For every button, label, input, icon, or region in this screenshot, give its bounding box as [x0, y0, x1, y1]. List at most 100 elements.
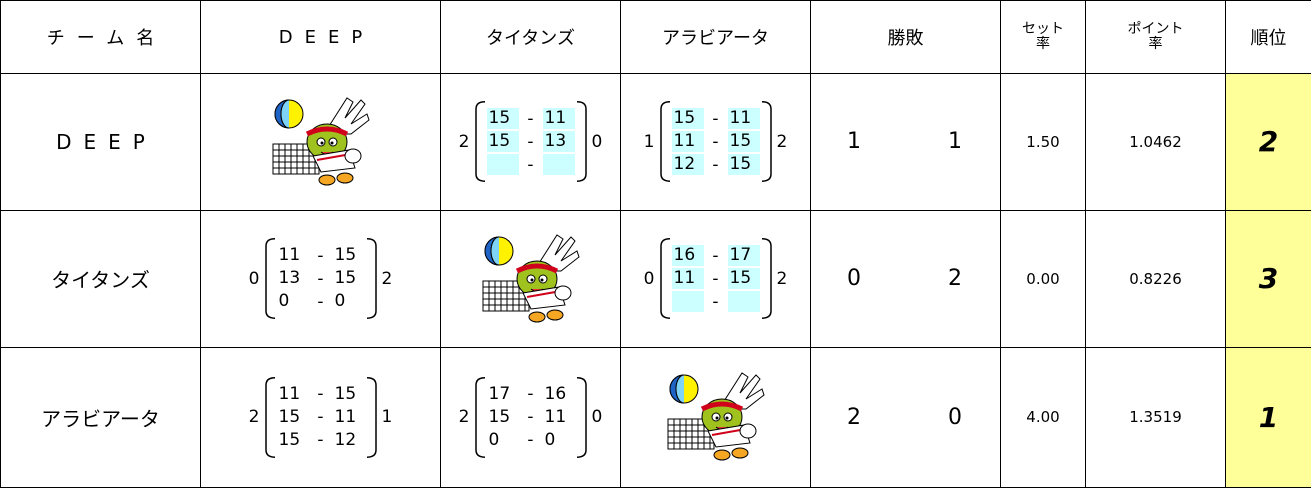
bracket: [265, 238, 275, 319]
bracket-line: [762, 102, 771, 181]
score: 16: [671, 245, 704, 267]
dash: -: [712, 245, 719, 266]
set-line: 11-15: [671, 130, 760, 153]
score: 15: [671, 108, 704, 130]
score: 11: [727, 108, 760, 130]
score: 11: [334, 406, 357, 427]
point-rate: 1.3519: [1129, 408, 1182, 427]
sets-lost: 2: [776, 268, 788, 289]
header-cell: チーム名: [0, 0, 201, 74]
set-line: 15-13: [486, 130, 575, 153]
header-cell: タイタンズ: [440, 0, 621, 74]
bracket-line: [367, 239, 376, 318]
point-rate: 0.8226: [1129, 269, 1182, 288]
point-rate-cell: 1.0462: [1085, 73, 1226, 211]
score: [671, 291, 704, 313]
score: 11: [278, 245, 301, 266]
set-line: 15-11: [671, 107, 760, 130]
dash: -: [317, 245, 324, 266]
dash: -: [527, 154, 534, 175]
score: 15: [278, 406, 301, 427]
dash: -: [712, 131, 719, 152]
match-cell: [200, 73, 441, 211]
match-cell: 2 11-15 15-11 15-12 1: [200, 346, 441, 488]
rank: 2: [1258, 125, 1279, 159]
match-cell: 0 11-15 13-15 0-0 2: [200, 209, 441, 348]
bracket-line: [266, 239, 275, 318]
set-line: 16-17: [671, 244, 760, 267]
rank: 3: [1258, 262, 1279, 296]
set-line: 0-0: [487, 429, 575, 452]
set-scores: 15-11 15-13-: [475, 101, 587, 182]
rank-cell: 3: [1225, 209, 1311, 348]
score: 0: [488, 429, 500, 450]
score: 17: [727, 245, 760, 267]
set-line: 17-16: [487, 383, 575, 406]
bracket: [660, 238, 670, 319]
team-cell: DEEP: [0, 73, 201, 211]
score: 0: [334, 291, 346, 312]
match-result: 2 15-11 15-13-0: [441, 101, 620, 182]
bracket: [367, 377, 377, 458]
team-cell: アラビアータ: [0, 346, 201, 488]
bracket: [367, 238, 377, 319]
set-line: 11-15: [671, 267, 760, 290]
score: 16: [544, 383, 567, 404]
dash: -: [712, 154, 719, 175]
dash: -: [527, 384, 534, 405]
header-text: 勝敗: [887, 28, 924, 49]
header-row: チーム名 DEEP タイタンズ アラビアータ 勝敗 セット率ポイント率順位: [0, 0, 1311, 74]
wins: 1: [847, 129, 861, 155]
match-result: 1 15-11 11-15 12-15 2: [621, 101, 810, 182]
sets-lost: 0: [591, 131, 603, 152]
score: 17: [488, 383, 511, 404]
match-result: 0 11-15 13-15 0-0 2: [201, 238, 440, 319]
team-name: タイタンズ: [51, 268, 150, 293]
bracket: [762, 101, 772, 182]
rank-cell: 2: [1225, 73, 1311, 211]
sets-won: 2: [458, 131, 470, 152]
header-text: アラビアータ: [662, 28, 769, 49]
header-cell: DEEP: [200, 0, 441, 74]
score: 15: [486, 108, 519, 130]
match-cell: [620, 346, 811, 488]
dash: -: [317, 268, 324, 289]
table-body: DEEP 2 15-11 15-13-0 1 15-11 11-15 12-15 2 1 1 1.50…: [0, 73, 1311, 488]
sets-won: 0: [248, 268, 260, 289]
score: 15: [334, 383, 357, 404]
point-rate-cell: 0.8226: [1085, 209, 1226, 348]
set-line: 13-15: [277, 267, 365, 290]
dash: -: [527, 108, 534, 129]
rank: 1: [1258, 400, 1279, 434]
mascot-image: [483, 235, 579, 322]
sets-won: 0: [643, 268, 655, 289]
dash: -: [317, 407, 324, 428]
set-line: 15-11: [277, 406, 365, 429]
dash: -: [317, 430, 324, 451]
bracket: [265, 377, 275, 458]
match-cell: [440, 209, 621, 348]
score: 0: [544, 429, 556, 450]
header-text: 率: [1036, 36, 1050, 52]
set-line: -: [671, 290, 760, 313]
set-scores: 11-15 15-11 15-12: [265, 377, 377, 458]
bracket-line: [367, 378, 376, 457]
set-scores: 15-11 11-15 12-15: [660, 101, 772, 182]
bracket-line: [661, 102, 670, 181]
dash: -: [712, 291, 719, 312]
set-rate-cell: 0.00: [1000, 209, 1086, 348]
header-text: DEEP: [278, 26, 375, 48]
score: 13: [542, 131, 575, 153]
dash: -: [527, 430, 534, 451]
sets-lost: 1: [381, 407, 393, 428]
set-line: 12-15: [671, 153, 760, 176]
score: 11: [544, 406, 567, 427]
bracket-line: [577, 378, 586, 457]
bracket-line: [577, 102, 586, 181]
dash: -: [317, 384, 324, 405]
set-rate-cell: 4.00: [1000, 346, 1086, 488]
